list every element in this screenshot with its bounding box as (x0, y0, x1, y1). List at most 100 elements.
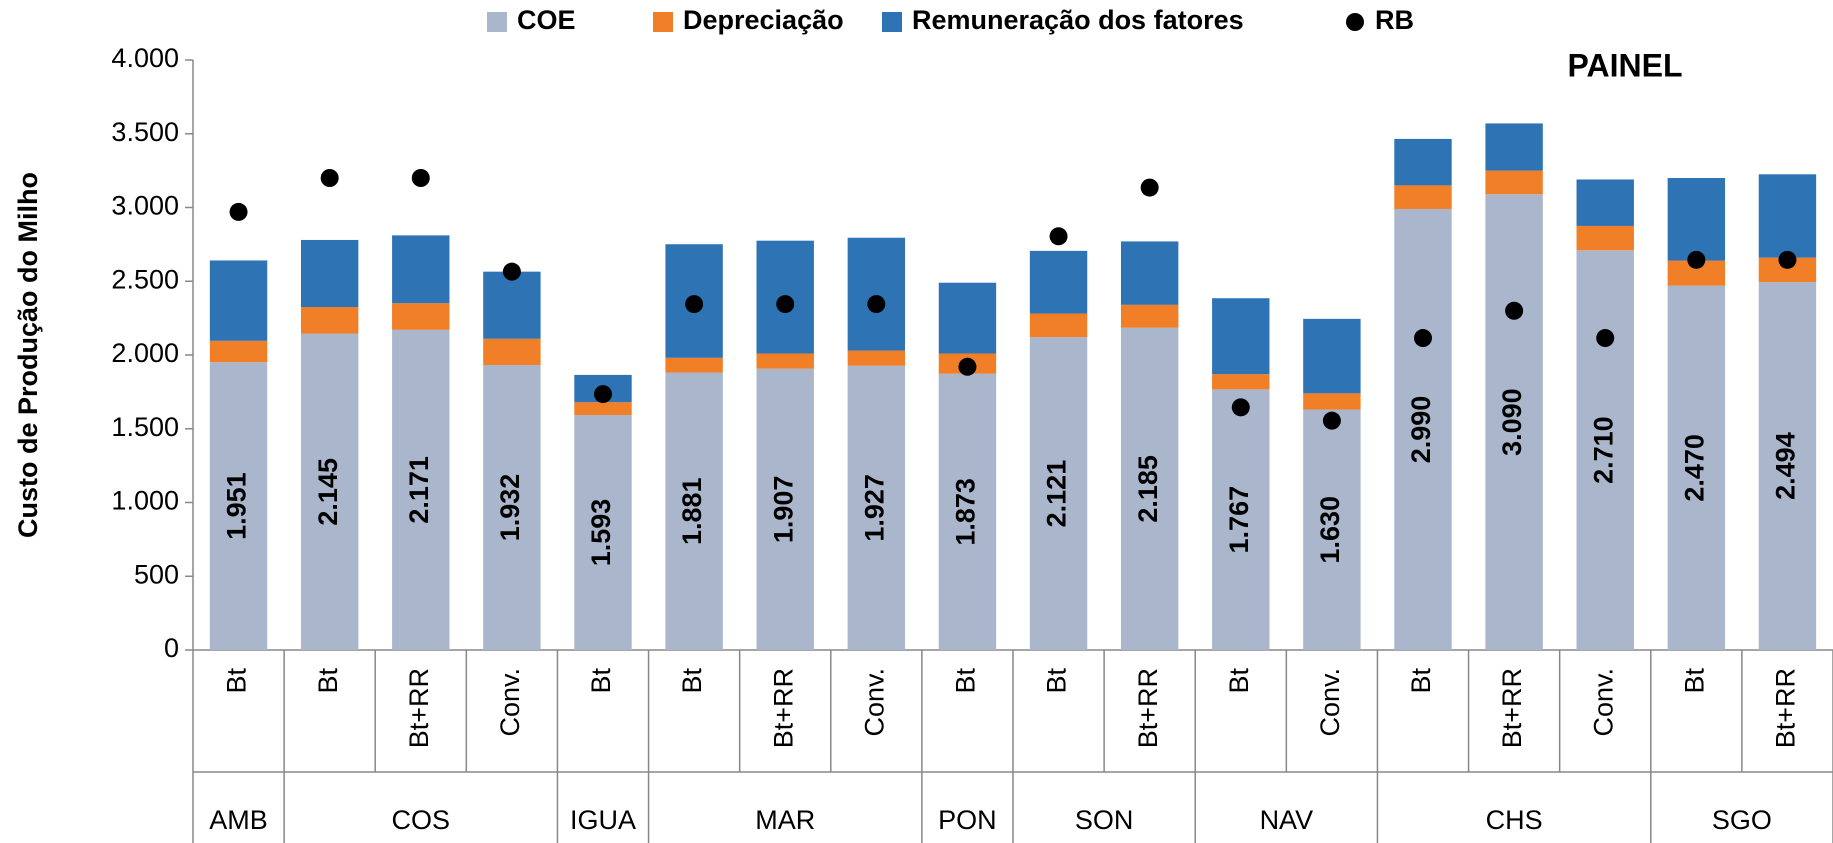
rb-marker (1140, 178, 1159, 197)
bar-segment (1029, 313, 1088, 338)
bar-segment (209, 260, 268, 341)
bar-segment (392, 303, 450, 330)
x-tick-label: Conv. (1315, 668, 1345, 737)
data-label: 2.121 (1042, 460, 1072, 528)
bar-segment (938, 373, 997, 650)
data-label: 3.090 (1497, 388, 1527, 456)
group-label: SON (1075, 805, 1134, 835)
rb-marker (1414, 329, 1432, 348)
rb-marker (685, 295, 704, 314)
group-label: SGO (1712, 805, 1772, 835)
group-label: NAV (1260, 805, 1314, 835)
bar-segment (1485, 170, 1543, 195)
y-tick-label: 500 (134, 559, 179, 589)
bar-segment (1394, 138, 1452, 186)
x-tick-label: Bt (1406, 668, 1436, 694)
rb-marker (1778, 250, 1797, 269)
y-tick-label: 3.500 (111, 117, 179, 147)
data-label: 1.927 (859, 474, 889, 542)
bar-segment (1394, 208, 1452, 650)
bar-segment (392, 235, 450, 304)
bar-segment (392, 329, 450, 650)
bar-segment (938, 282, 997, 354)
data-label: 2.710 (1588, 416, 1618, 484)
bar-segment (1758, 282, 1817, 650)
y-tick-label: 2.500 (111, 264, 179, 294)
bar-segment (1120, 304, 1179, 328)
bar-segment (1394, 185, 1452, 209)
rb-marker (229, 202, 248, 221)
y-tick-label: 4.000 (111, 43, 179, 73)
rb-marker (776, 295, 795, 314)
bar-segment (209, 362, 268, 650)
data-label: 2.494 (1771, 432, 1801, 500)
bar-segment (1485, 123, 1543, 171)
chart-title: PAINEL (1568, 47, 1683, 83)
bar-segment (847, 237, 906, 351)
data-label: 1.951 (222, 472, 252, 540)
bar-segment (1485, 194, 1543, 650)
y-tick-label: 2.000 (111, 338, 179, 368)
x-tick-label: Bt+RR (404, 668, 434, 748)
group-label: IGUA (570, 805, 636, 835)
bar-segment (1212, 389, 1270, 650)
rb-marker (1596, 329, 1615, 348)
data-label: 2.470 (1679, 434, 1709, 502)
bar-segment (756, 353, 814, 369)
rb-marker (594, 385, 612, 404)
rb-marker (867, 295, 886, 314)
legend-marker (1346, 13, 1364, 31)
bar-segment (300, 239, 359, 308)
data-label: 2.185 (1133, 455, 1163, 523)
data-label: 1.907 (768, 476, 798, 544)
x-tick-label: Bt+RR (1133, 668, 1163, 748)
rb-marker (958, 357, 977, 376)
legend-label: COE (517, 5, 576, 35)
data-label: 1.593 (586, 499, 616, 567)
x-tick-label: Bt+RR (1497, 668, 1527, 748)
data-label: 1.873 (951, 478, 981, 546)
x-tick-label: Bt (1679, 668, 1709, 694)
group-label: COS (392, 805, 451, 835)
bar-segment (1576, 250, 1634, 650)
data-label: 2.145 (313, 458, 343, 526)
y-tick-label: 1.000 (111, 486, 179, 516)
bar-segment (847, 365, 906, 650)
legend-label: RB (1375, 5, 1414, 35)
data-label: 1.881 (677, 477, 707, 545)
bar-segment (483, 365, 541, 650)
bar-segment (1667, 285, 1726, 650)
x-tick-label: Conv. (1588, 668, 1618, 737)
y-tick-label: 1.500 (111, 412, 179, 442)
bar-segment (483, 271, 541, 339)
bar-segment (847, 350, 906, 366)
x-tick-label: Bt (677, 668, 707, 694)
bar-segment (1303, 318, 1361, 394)
bar-segment (300, 333, 359, 650)
y-tick-label: 0 (164, 633, 179, 663)
bar-segment (1576, 179, 1634, 226)
legend-label: Depreciação (683, 5, 844, 35)
x-tick-label: Bt+RR (768, 668, 798, 748)
rb-marker (1231, 398, 1250, 417)
bar-segment (1120, 241, 1179, 305)
x-tick-label: Bt (586, 668, 616, 694)
bar-segment (1212, 298, 1270, 375)
bar-segment (1303, 393, 1361, 410)
data-label: 2.990 (1406, 396, 1436, 464)
x-tick-label: Bt (222, 668, 252, 694)
bar-segment (483, 338, 541, 366)
legend-marker (882, 12, 902, 32)
bar-segment (1303, 409, 1361, 650)
x-tick-label: Bt+RR (1771, 668, 1801, 748)
bar-segment (209, 340, 268, 363)
legend-marker (653, 12, 673, 32)
x-tick-label: Bt (313, 668, 343, 694)
x-tick-label: Bt (1042, 668, 1072, 694)
x-tick-label: Bt (951, 668, 981, 694)
data-label: 1.630 (1315, 496, 1345, 564)
rb-marker (502, 262, 521, 281)
data-label: 1.932 (495, 474, 525, 542)
group-label: AMB (209, 805, 268, 835)
